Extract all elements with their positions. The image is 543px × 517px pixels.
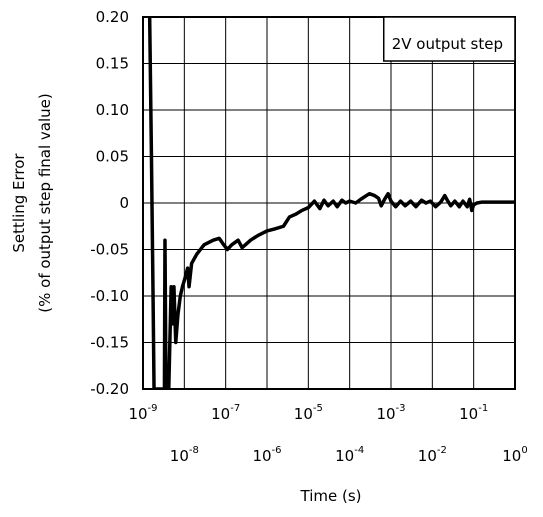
y-tick-label: -0.05 [90,241,129,259]
y-tick-label: 0.15 [96,55,129,73]
x-tick-label: 10-8 [170,445,199,465]
annotation-text: 2V output step [392,35,503,53]
y-tick-label: -0.20 [90,380,129,398]
y-tick-label: 0.05 [96,148,129,166]
x-tick-labels: 10-9 10-8 10-7 10-6 10-5 10-4 10-3 10-2 10-1 100 [128,403,527,465]
series-layer [147,17,515,389]
plot-frame [142,16,516,390]
y-tick-label: 0.20 [96,8,129,26]
series-line [147,17,515,389]
x-tick-label: 10-6 [252,445,281,465]
y-tick-label: 0 [119,194,129,212]
x-axis-title: Time (s) [300,487,362,505]
x-tick-label: 10-9 [128,403,157,423]
x-tick-label: 10-5 [294,403,323,423]
x-tick-label: 10-3 [376,403,405,423]
y-tick-label: -0.10 [90,287,129,305]
y-axis-title-line2: (% of output step final value) [36,93,54,312]
y-tick-labels: 0.20 0.15 0.10 0.05 0 -0.05 -0.10 -0.15 -0.20 [90,8,129,398]
y-tick-label: -0.15 [90,334,129,352]
plot-border [142,16,516,390]
x-tick-label: 10-1 [459,403,488,423]
y-tick-label: 0.10 [96,101,129,119]
x-tick-label: 10-7 [211,403,240,423]
annotation-box: 2V output step [382,16,516,62]
x-tick-label: 100 [502,445,527,465]
x-tick-label: 10-2 [418,445,447,465]
y-axis-title-line1: Settling Error [10,153,28,253]
x-tick-label: 10-4 [335,445,364,465]
